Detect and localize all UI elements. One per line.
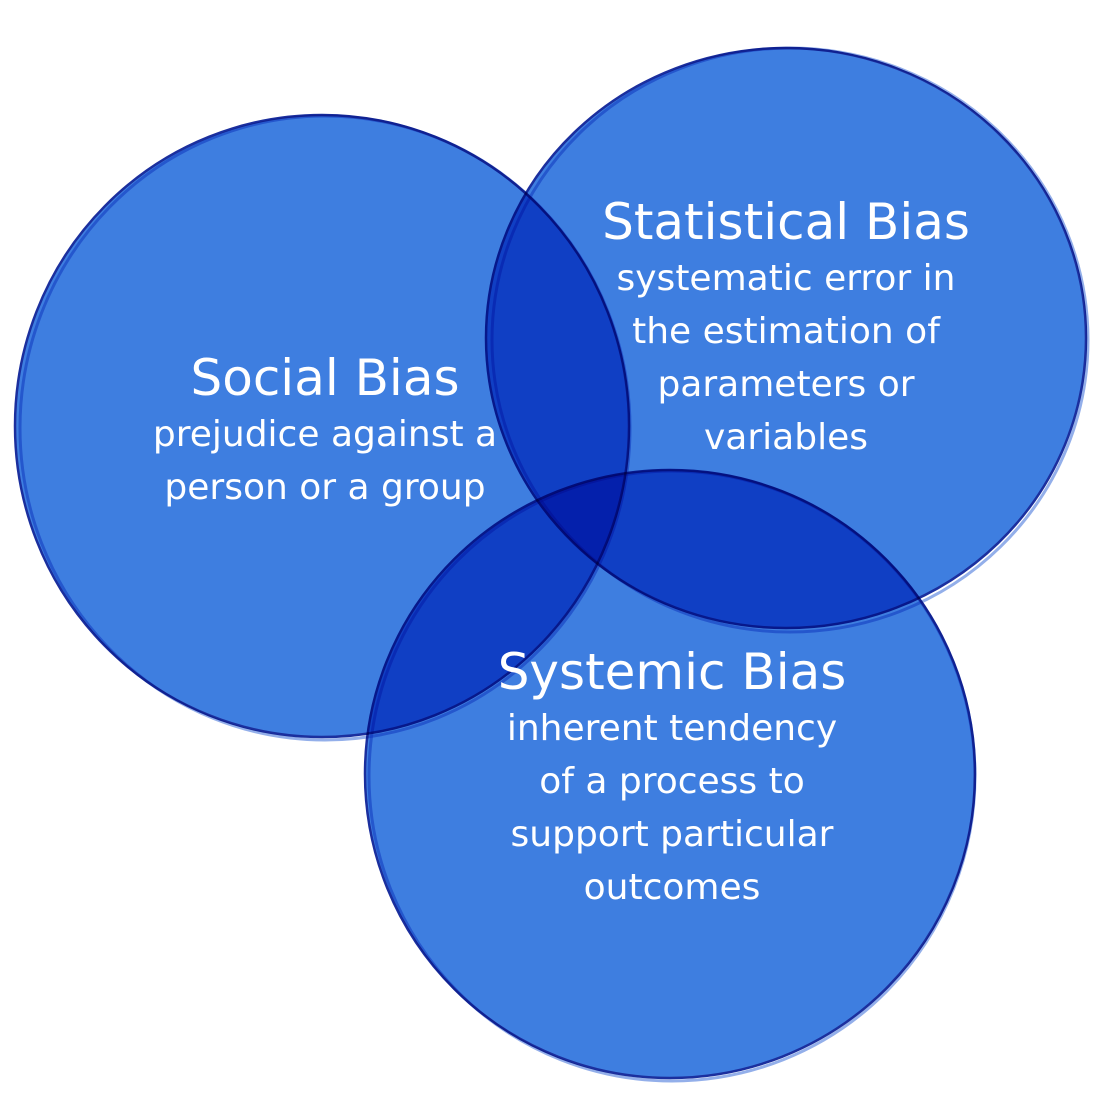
social-bias-label: Social Bias prejudice against a person o… — [110, 348, 540, 514]
social-bias-desc-line-2: person or a group — [164, 467, 486, 508]
statistical-bias-title: Statistical Bias — [602, 193, 970, 251]
systemic-bias-desc-line-2: of a process to — [539, 761, 805, 802]
social-bias-desc-line-1: prejudice against a — [152, 414, 498, 455]
systemic-bias-desc-line-1: inherent tendency — [506, 708, 838, 749]
systemic-bias-desc-line-4: outcomes — [583, 867, 761, 908]
systemic-bias-title: Systemic Bias — [497, 643, 847, 701]
statistical-bias-desc-line-2: the estimation of — [632, 311, 940, 352]
social-bias-title: Social Bias — [190, 349, 460, 407]
systemic-bias-desc-line-3: support particular — [510, 814, 834, 855]
statistical-bias-desc-line-4: variables — [704, 417, 868, 458]
systemic-bias-label: Systemic Bias inherent tendency of a pro… — [452, 642, 892, 914]
statistical-bias-desc-line-1: systematic error in — [616, 258, 956, 299]
statistical-bias-desc-line-3: parameters or — [657, 364, 915, 405]
systemic-bias-circle — [363, 468, 977, 1080]
statistical-bias-label: Statistical Bias systematic error in the… — [566, 192, 1006, 464]
